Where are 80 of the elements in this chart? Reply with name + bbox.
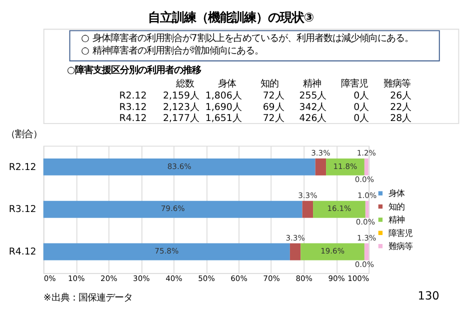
text: ○ 身体障害者の利用割合が7割以上を占めているが、利用者数は減少傾向にある。 (81, 33, 414, 44)
text: ○ 精神障害者の利用割合が増加傾向にある。 (81, 45, 264, 56)
data-label: 1.2% (356, 148, 376, 158)
bar (43, 243, 290, 260)
x-tick-label: 60% (230, 274, 248, 284)
text: 2,159人 (163, 90, 199, 102)
text: 総数 (174, 78, 194, 90)
data-label: 1.3% (356, 233, 376, 242)
text: 0人 (354, 90, 369, 102)
data-label: 79.6% (160, 204, 185, 214)
x-tick-label: 80% (296, 274, 312, 284)
legend-label: 知的 (388, 201, 404, 212)
text: ※出典：国保連データ (43, 292, 132, 304)
text: 72人 (262, 113, 284, 124)
text: 426人 (299, 113, 326, 124)
text: 130 (418, 289, 440, 302)
legend-label: 障害児 (388, 228, 412, 238)
bar (302, 200, 314, 218)
data-label: 11.8% (333, 162, 358, 171)
text: 精神 (303, 78, 322, 90)
y-axis-title: （割合） (6, 128, 42, 140)
bar (365, 200, 369, 218)
y-tick-label: R3.12 (8, 204, 36, 216)
text: 障害児 (341, 78, 368, 90)
chart-title: 自立訓練（機能訓練）の現状③ (148, 10, 314, 25)
text: 1,690人 (205, 102, 242, 113)
bar (364, 243, 369, 260)
text: R2.12 (119, 90, 147, 102)
bar (300, 243, 364, 260)
data-label: 0.0% (354, 175, 374, 184)
y-tick-label: R2.12 (8, 162, 36, 173)
text: 難病等 (383, 78, 410, 90)
bar (43, 200, 302, 218)
text: 72人 (262, 90, 284, 102)
data-label: 83.6% (167, 162, 192, 171)
data-label: 19.6% (320, 246, 345, 256)
text: 0人 (354, 102, 369, 113)
x-tick-label: 30% (133, 274, 150, 284)
text: 28人 (390, 113, 412, 124)
text: ○障害支援区分別の利用者の推移 (66, 65, 202, 76)
text: 知的 (260, 78, 279, 90)
x-tick-label: 100% (348, 274, 370, 284)
text: 2,123人 (163, 102, 199, 113)
data-label: 3.3% (298, 191, 318, 200)
text: 69人 (262, 102, 284, 113)
text: 26人 (390, 90, 412, 102)
text: 1,806人 (205, 90, 242, 102)
bar (43, 158, 316, 176)
bar (313, 200, 366, 218)
x-tick-label: 40% (166, 274, 182, 284)
text: 22人 (390, 102, 412, 113)
data-label: 0.0% (354, 260, 374, 269)
bar (364, 158, 368, 176)
x-tick-label: 90% (328, 274, 345, 284)
x-tick-label: 70% (263, 274, 280, 284)
bar (315, 158, 326, 176)
text: 身体 (218, 78, 236, 90)
data-label: 1.0% (357, 191, 377, 200)
x-tick-label: 0% (44, 274, 56, 284)
x-tick-label: 50% (198, 274, 215, 284)
text: 0人 (354, 113, 369, 124)
text: R4.12 (119, 113, 147, 124)
data-label: 0.0% (356, 217, 375, 226)
data-label: 3.3% (286, 233, 305, 242)
bar (326, 158, 364, 176)
y-tick-label: R4.12 (8, 246, 36, 258)
text: 342人 (299, 102, 326, 113)
legend-label: 難病等 (388, 240, 412, 251)
data-label: 75.8% (154, 246, 179, 256)
legend-label: 精神 (388, 214, 404, 225)
data-label: 3.3% (311, 148, 330, 158)
text: R3.12 (119, 102, 147, 113)
bar (290, 243, 301, 260)
data-label: 16.1% (327, 204, 352, 214)
text: 1,651人 (205, 113, 242, 124)
x-tick-label: 20% (100, 274, 118, 284)
text: 2,177人 (163, 113, 199, 124)
x-tick-label: 10% (68, 274, 85, 284)
text: 255人 (299, 90, 326, 102)
legend-label: 身体 (388, 188, 404, 198)
